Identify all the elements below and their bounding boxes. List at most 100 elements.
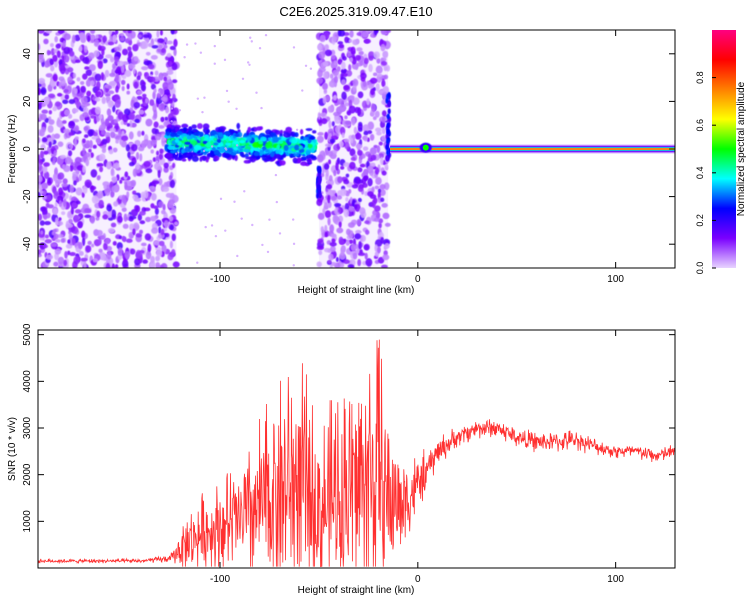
- colorbar-ticks: 0.0 0.2 0.4 0.6 0.8: [695, 71, 716, 274]
- spectrogram-cell: [363, 169, 368, 177]
- spectrogram-cell: [353, 126, 358, 135]
- spectrogram-cell: [141, 140, 147, 149]
- spectrogram-cell: [52, 208, 58, 216]
- spectrogram-cell: [60, 238, 66, 243]
- spectrogram-cell: [56, 50, 61, 59]
- spectrogram-cell: [386, 149, 390, 156]
- spectrogram-cell: [381, 110, 387, 117]
- spectrogram-cell: [210, 224, 214, 227]
- spectrogram-cell: [112, 63, 116, 70]
- spectrogram-cell: [329, 224, 335, 233]
- spectrogram-cell: [218, 146, 226, 153]
- spectrogram-cell: [321, 118, 328, 125]
- spectrogram-cell: [324, 231, 328, 238]
- spectrogram-cell: [375, 83, 380, 92]
- spectrogram-cell: [147, 42, 154, 48]
- spectrogram-cell: [39, 150, 45, 159]
- spectrogram-cell: [370, 87, 375, 96]
- spectrogram-cell: [83, 134, 89, 139]
- spectrogram-cell: [275, 149, 282, 155]
- spectrogram-cell: [75, 187, 83, 196]
- spectrogram-cell: [111, 185, 119, 193]
- spectrogram-cell: [144, 233, 152, 241]
- spectrogram-cell: [58, 199, 63, 208]
- snr-y-axis: 1000 2000 3000 4000 5000: [22, 323, 675, 532]
- spectrogram-cell: [68, 144, 73, 149]
- spectrogram-cell: [232, 140, 239, 145]
- spectrogram-cell: [386, 138, 390, 145]
- spectrogram-cell: [133, 197, 142, 202]
- spectrogram-cell: [89, 115, 96, 119]
- spectrogram-cell: [145, 118, 153, 127]
- spectrogram-cell: [357, 167, 363, 173]
- spectrogram-cell: [155, 262, 161, 268]
- spectrogram-cell: [354, 233, 362, 240]
- spectrogram-cell: [97, 45, 102, 51]
- spectrogram-cell: [149, 99, 155, 106]
- spectrogram-cell: [339, 252, 346, 260]
- spectrogram-cell: [121, 207, 127, 212]
- spectrogram-cell: [109, 127, 116, 132]
- spectrogram-cell: [213, 149, 220, 156]
- spectrogram-cell: [127, 33, 133, 41]
- spectrogram-cell: [357, 123, 363, 130]
- spectrogram-cell: [81, 230, 86, 238]
- spectrogram-cell: [124, 181, 128, 191]
- spectrogram-cell: [80, 85, 86, 93]
- spectrogram-cell: [121, 194, 126, 203]
- spectrogram-cell: [124, 250, 131, 258]
- spectrogram-cell: [74, 98, 78, 105]
- spectrogram-cell: [258, 47, 262, 50]
- spectrogram-cell: [134, 118, 140, 123]
- spectrogram-cell: [168, 215, 174, 222]
- spectrogram-cell: [163, 162, 169, 169]
- spectrogram-cell: [360, 72, 367, 80]
- spectrogram-cell: [158, 178, 163, 186]
- spectrogram-cell: [152, 180, 160, 185]
- spectrogram-cell: [124, 171, 129, 178]
- x-tick-label: -100: [210, 274, 230, 285]
- spectrogram-cell: [78, 45, 83, 52]
- spectrogram-cell: [278, 232, 282, 235]
- spectrogram-cell: [112, 213, 116, 220]
- spectrogram-cell: [105, 263, 111, 268]
- spectrogram-cell: [154, 70, 159, 76]
- colorbar-tick-label: 0.4: [695, 167, 705, 180]
- y-tick-label: 3000: [22, 416, 33, 439]
- spectrogram-cell: [127, 30, 132, 34]
- spectrogram-cell: [202, 149, 206, 153]
- spectrogram-cell: [58, 187, 64, 196]
- spectrogram-cell: [260, 106, 263, 110]
- spectrogram-cell: [38, 82, 42, 88]
- spectrogram-cell: [301, 89, 304, 92]
- spectrogram-cell: [91, 195, 99, 204]
- spectrogram-cell: [161, 72, 169, 77]
- spectrogram-cell: [147, 64, 155, 70]
- spectrogram-cell: [74, 156, 82, 164]
- spectrogram-cell: [158, 103, 165, 112]
- spectrogram-cell: [172, 93, 176, 101]
- spectrogram-cell: [322, 207, 326, 215]
- spectrogram-cell: [132, 168, 138, 177]
- spectrogram-cell: [183, 136, 187, 142]
- spectrogram-cell: [285, 126, 293, 133]
- spectrogram-cell: [63, 128, 71, 134]
- spectrogram-cell: [138, 109, 145, 115]
- spectrogram-cell: [194, 144, 202, 151]
- spectrogram-cell: [337, 58, 343, 65]
- spectrogram-cell: [309, 67, 313, 70]
- spectrogram-cell: [340, 247, 345, 257]
- spectrogram-cell: [213, 44, 216, 48]
- spectrogram-cell: [101, 147, 107, 154]
- spectrogram-cell: [312, 130, 317, 134]
- spectrogram-cell: [298, 146, 304, 149]
- spectrogram-cell: [85, 158, 90, 167]
- spectrogram-cell: [94, 97, 101, 102]
- spectrogram-cell: [340, 61, 346, 70]
- spectrogram-cell: [46, 49, 51, 56]
- spectrogram-cell: [107, 41, 115, 46]
- spectrogram-cell: [329, 73, 334, 79]
- spectrogram-cell: [102, 254, 108, 262]
- spectrogram-cell: [45, 254, 53, 260]
- spectrogram-cell: [356, 32, 362, 36]
